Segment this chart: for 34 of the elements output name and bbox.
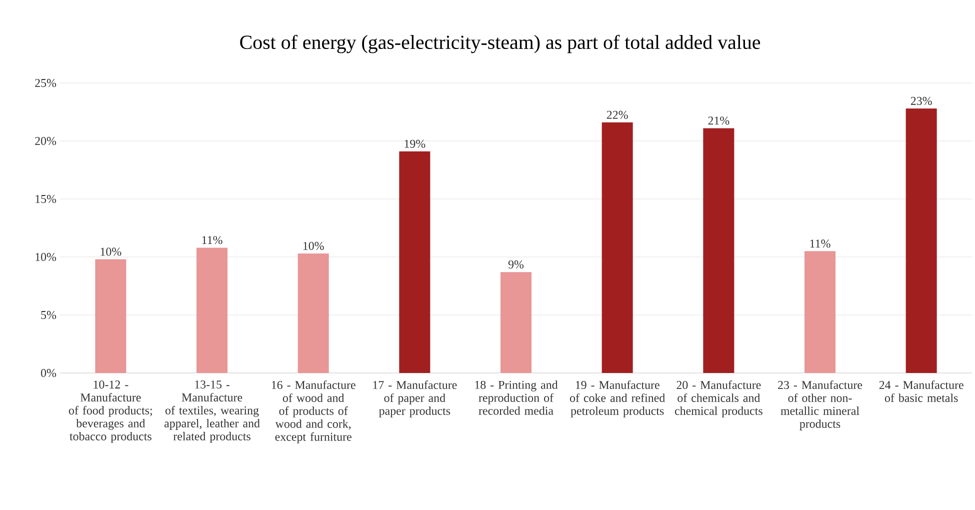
data-label: 22% bbox=[606, 110, 628, 119]
x-tick-label: 13-15 - Manufacture of textiles, wearing apparel, leather and related products bbox=[164, 380, 260, 443]
y-tick-label: 5% bbox=[41, 310, 56, 320]
bar bbox=[804, 251, 836, 373]
data-label: 19% bbox=[404, 140, 426, 148]
bar bbox=[196, 248, 228, 373]
bar bbox=[906, 108, 937, 373]
x-tick-label: 24 - Manufacture of basic metals bbox=[879, 380, 964, 402]
data-label: 11% bbox=[202, 236, 222, 244]
data-label: 10% bbox=[100, 248, 122, 256]
data-label: 10% bbox=[303, 242, 324, 250]
bar bbox=[399, 151, 430, 373]
y-tick-label: 25% bbox=[35, 78, 56, 88]
bar bbox=[602, 122, 633, 373]
x-tick-label: 18 - Printing and reproduction of recorded media bbox=[475, 380, 558, 415]
bar bbox=[95, 259, 126, 373]
bar bbox=[500, 272, 532, 373]
data-label: 23% bbox=[910, 96, 932, 105]
y-tick-label: 20% bbox=[35, 136, 56, 146]
chart-title: Cost of energy (gas-electricity-steam) as part of total added value bbox=[240, 34, 760, 54]
data-label: 11% bbox=[810, 240, 830, 248]
x-tick-label: 10-12 - Manufacture of food products; beverages and tobacco products bbox=[68, 380, 152, 443]
bar bbox=[703, 128, 734, 373]
y-tick-label: 10% bbox=[36, 252, 56, 262]
y-tick-label: 15% bbox=[36, 194, 56, 204]
x-tick-label: 23 - Manufacture of other non-metallic mineral products bbox=[778, 380, 862, 430]
x-tick-label: 19 - Manufacture of coke and refined petroleum products bbox=[570, 380, 665, 418]
x-tick-label: 17 - Manufacture of paper and paper products bbox=[373, 380, 457, 418]
x-tick-label: 20 - Manufacture of chemicals and chemical products bbox=[674, 380, 762, 418]
data-label: 9% bbox=[508, 260, 524, 269]
x-tick-label: 16 - Manufacture of wood and of products of wood and cork, except furniture bbox=[272, 380, 356, 444]
y-tick-label: 0% bbox=[41, 368, 56, 378]
data-label: 21% bbox=[708, 116, 730, 125]
bar bbox=[298, 254, 329, 373]
